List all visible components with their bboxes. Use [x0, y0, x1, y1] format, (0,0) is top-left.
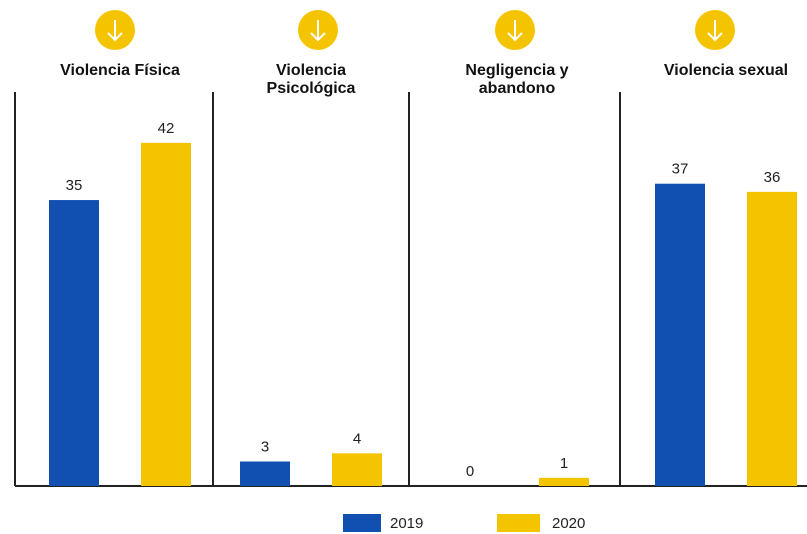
category-label: Violencia Psicológica	[266, 62, 356, 97]
category-label: Violencia sexual	[663, 62, 789, 79]
bar	[747, 191, 797, 486]
arrow-icon	[95, 10, 135, 50]
bar	[332, 453, 382, 486]
data-label: 3	[261, 438, 269, 455]
data-label: 4	[353, 430, 361, 447]
data-label: 42	[158, 120, 175, 137]
legend-label: 2019	[390, 515, 423, 532]
bar	[539, 477, 589, 486]
legend-label: 2020	[552, 515, 585, 532]
category-label: Violencia Física	[60, 62, 180, 79]
legend-swatch	[497, 514, 540, 532]
data-label: 1	[560, 455, 568, 472]
data-label: 37	[672, 161, 689, 178]
data-label: 36	[764, 169, 781, 186]
bar	[49, 200, 99, 487]
data-label: 35	[66, 177, 83, 194]
category-label: Negligencia y abandono	[465, 62, 569, 97]
arrow-icon	[298, 10, 338, 50]
arrow-icon	[695, 10, 735, 50]
bar	[240, 461, 290, 486]
arrow-icon	[495, 10, 535, 50]
bar	[655, 183, 705, 486]
legend-swatch	[343, 514, 381, 532]
data-label: 0	[466, 463, 474, 480]
bar	[141, 142, 191, 487]
